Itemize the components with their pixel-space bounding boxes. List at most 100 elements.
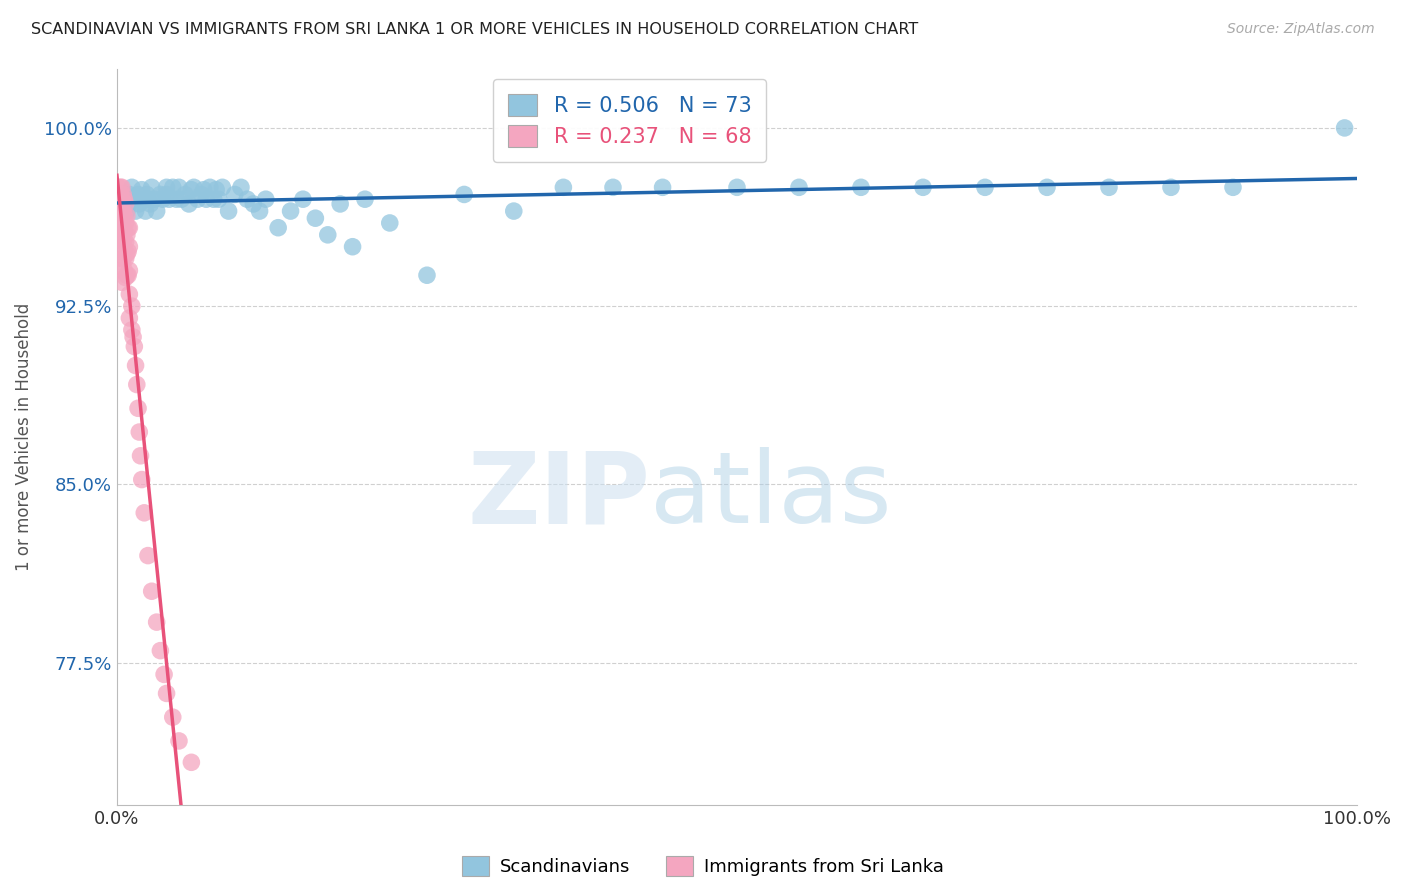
Point bbox=[242, 197, 264, 211]
Point bbox=[118, 240, 141, 254]
Point bbox=[291, 192, 314, 206]
Point bbox=[354, 192, 377, 206]
Point bbox=[136, 549, 159, 563]
Point bbox=[112, 204, 135, 219]
Point bbox=[115, 247, 138, 261]
Point bbox=[180, 183, 202, 197]
Point bbox=[145, 204, 167, 219]
Point bbox=[553, 180, 575, 194]
Point bbox=[117, 268, 139, 283]
Point bbox=[205, 183, 228, 197]
Point bbox=[134, 204, 156, 219]
Point bbox=[111, 180, 134, 194]
Point bbox=[111, 240, 134, 254]
Point bbox=[115, 268, 138, 283]
Point bbox=[112, 235, 135, 249]
Point bbox=[125, 377, 148, 392]
Point bbox=[1098, 180, 1121, 194]
Point bbox=[118, 311, 141, 326]
Point bbox=[236, 192, 259, 206]
Point bbox=[153, 667, 176, 681]
Point bbox=[974, 180, 997, 194]
Point bbox=[122, 330, 145, 344]
Point bbox=[162, 710, 184, 724]
Point bbox=[118, 220, 141, 235]
Point bbox=[114, 197, 136, 211]
Point bbox=[112, 187, 135, 202]
Point bbox=[108, 216, 131, 230]
Point bbox=[211, 180, 233, 194]
Point bbox=[193, 183, 215, 197]
Point bbox=[149, 187, 172, 202]
Point bbox=[118, 263, 141, 277]
Point bbox=[127, 401, 149, 416]
Point bbox=[115, 209, 138, 223]
Point bbox=[108, 227, 131, 242]
Text: atlas: atlas bbox=[650, 447, 891, 544]
Point bbox=[143, 192, 166, 206]
Point bbox=[183, 180, 205, 194]
Point bbox=[121, 180, 143, 194]
Point bbox=[208, 192, 231, 206]
Point bbox=[135, 187, 157, 202]
Point bbox=[145, 615, 167, 629]
Point bbox=[124, 359, 146, 373]
Point bbox=[155, 686, 177, 700]
Point bbox=[190, 187, 212, 202]
Point bbox=[152, 192, 174, 206]
Point bbox=[453, 187, 475, 202]
Point bbox=[651, 180, 673, 194]
Point bbox=[128, 197, 150, 211]
Point bbox=[117, 244, 139, 259]
Point bbox=[111, 276, 134, 290]
Point bbox=[1036, 180, 1059, 194]
Point bbox=[725, 180, 748, 194]
Point bbox=[110, 187, 132, 202]
Point bbox=[112, 263, 135, 277]
Point bbox=[128, 425, 150, 439]
Point bbox=[131, 473, 153, 487]
Text: ZIP: ZIP bbox=[467, 447, 650, 544]
Point bbox=[157, 192, 180, 206]
Point bbox=[111, 204, 134, 219]
Point bbox=[114, 252, 136, 266]
Point bbox=[180, 756, 202, 770]
Point bbox=[111, 216, 134, 230]
Point bbox=[110, 180, 132, 194]
Point bbox=[121, 299, 143, 313]
Point bbox=[129, 449, 152, 463]
Point bbox=[111, 227, 134, 242]
Point bbox=[1333, 120, 1355, 135]
Point bbox=[316, 227, 339, 242]
Point bbox=[187, 192, 209, 206]
Point bbox=[118, 187, 141, 202]
Point bbox=[114, 216, 136, 230]
Point bbox=[131, 183, 153, 197]
Point bbox=[849, 180, 872, 194]
Point bbox=[141, 584, 163, 599]
Point bbox=[329, 197, 352, 211]
Point bbox=[112, 226, 135, 240]
Point bbox=[139, 197, 162, 211]
Point bbox=[787, 180, 810, 194]
Point bbox=[195, 192, 218, 206]
Point bbox=[167, 734, 190, 748]
Point bbox=[110, 209, 132, 223]
Point bbox=[110, 233, 132, 247]
Point bbox=[502, 204, 524, 219]
Point bbox=[110, 220, 132, 235]
Point bbox=[111, 252, 134, 266]
Point bbox=[249, 204, 271, 219]
Point bbox=[224, 187, 246, 202]
Point bbox=[124, 339, 146, 353]
Point bbox=[108, 187, 131, 202]
Legend: Scandinavians, Immigrants from Sri Lanka: Scandinavians, Immigrants from Sri Lanka bbox=[454, 849, 952, 883]
Point bbox=[118, 197, 141, 211]
Point bbox=[122, 192, 145, 206]
Point bbox=[198, 180, 221, 194]
Point bbox=[107, 180, 129, 194]
Point bbox=[112, 192, 135, 206]
Point bbox=[107, 197, 129, 211]
Point bbox=[229, 180, 252, 194]
Y-axis label: 1 or more Vehicles in Household: 1 or more Vehicles in Household bbox=[15, 302, 32, 571]
